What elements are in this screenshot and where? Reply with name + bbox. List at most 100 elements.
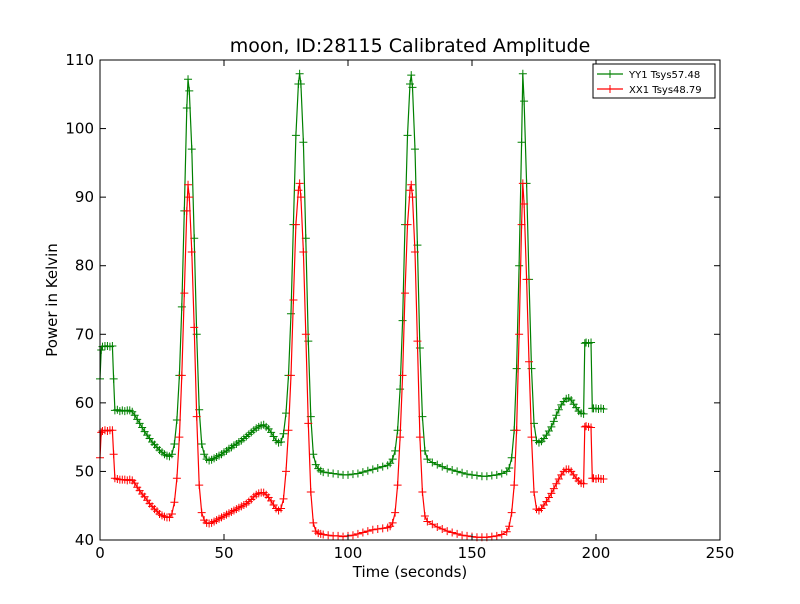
y-tick-label: 70 xyxy=(75,325,94,343)
data-point xyxy=(420,512,429,520)
data-point xyxy=(544,426,553,435)
data-point xyxy=(108,426,117,435)
data-point xyxy=(109,450,118,459)
data-point xyxy=(406,186,414,195)
data-point xyxy=(567,396,576,405)
data-point xyxy=(396,433,405,442)
data-point xyxy=(269,432,278,441)
data-point xyxy=(418,488,427,496)
data-point xyxy=(309,450,318,459)
data-point xyxy=(301,330,310,339)
data-point xyxy=(482,472,491,481)
x-tick-label: 50 xyxy=(214,544,233,562)
data-point xyxy=(433,460,442,469)
data-point xyxy=(133,415,142,424)
data-point xyxy=(348,470,357,479)
data-point xyxy=(463,470,472,479)
x-tick-label: 100 xyxy=(334,544,363,562)
data-point xyxy=(542,497,551,506)
data-point xyxy=(279,429,288,438)
data-point xyxy=(512,364,521,373)
y-tick-label: 80 xyxy=(75,257,94,275)
data-point xyxy=(547,422,556,431)
data-point xyxy=(182,104,191,112)
data-point xyxy=(544,493,553,502)
data-point xyxy=(505,522,514,531)
data-point xyxy=(438,462,447,471)
y-axis-label: Power in Kelvin xyxy=(43,243,61,357)
data-point xyxy=(391,446,400,455)
data-point xyxy=(530,488,538,496)
data-point xyxy=(286,309,295,318)
data-point xyxy=(554,405,563,414)
data-point xyxy=(172,474,181,483)
data-point xyxy=(398,371,407,380)
y-tick-label: 40 xyxy=(75,531,94,549)
data-point xyxy=(579,409,588,418)
data-point xyxy=(458,531,467,540)
data-point xyxy=(587,423,596,432)
x-tick-label: 200 xyxy=(582,544,611,562)
data-point xyxy=(410,248,419,256)
data-point xyxy=(185,86,194,95)
data-point xyxy=(448,528,457,537)
legend-box xyxy=(592,63,716,99)
data-point xyxy=(522,275,531,284)
data-point xyxy=(358,468,367,477)
data-point xyxy=(487,471,496,480)
data-point xyxy=(453,467,462,476)
data-point xyxy=(408,193,417,202)
series-1 xyxy=(96,179,608,542)
data-point xyxy=(170,498,179,507)
data-point xyxy=(547,489,556,498)
data-point xyxy=(296,80,305,88)
data-point xyxy=(520,97,529,106)
data-point xyxy=(458,468,467,477)
data-point xyxy=(197,508,206,517)
data-point xyxy=(549,417,558,426)
data-point xyxy=(415,433,424,442)
data-point xyxy=(507,453,516,462)
data-point xyxy=(599,405,608,414)
data-point xyxy=(448,466,457,475)
legend-swatch-marker xyxy=(606,85,614,93)
data-point xyxy=(363,527,372,536)
data-point xyxy=(428,458,437,467)
data-point xyxy=(296,193,305,202)
data-point xyxy=(549,484,558,493)
data-point xyxy=(348,531,357,540)
data-point xyxy=(408,83,417,92)
data-point xyxy=(373,464,382,472)
data-point xyxy=(180,289,189,298)
data-point xyxy=(423,455,432,464)
data-point xyxy=(403,131,412,140)
data-point xyxy=(304,419,313,428)
data-point xyxy=(184,75,193,84)
data-point xyxy=(295,69,304,78)
data-point xyxy=(108,341,117,350)
x-tick-label: 250 xyxy=(706,544,735,562)
data-point xyxy=(386,459,395,468)
data-point xyxy=(353,529,362,538)
data-point xyxy=(200,450,209,459)
data-point xyxy=(324,531,333,540)
data-point xyxy=(492,531,501,540)
data-point xyxy=(520,200,529,208)
data-point xyxy=(291,220,300,229)
data-point xyxy=(468,470,476,479)
data-point xyxy=(277,504,286,513)
data-point xyxy=(472,471,481,480)
data-point xyxy=(505,464,514,472)
data-point xyxy=(289,296,298,304)
data-point xyxy=(487,532,496,541)
data-point xyxy=(378,524,387,533)
data-point xyxy=(420,446,429,455)
data-point xyxy=(294,186,303,195)
data-point xyxy=(378,462,387,471)
legend-label: YY1 Tsys57.48 xyxy=(628,70,700,81)
chart-title: moon, ID:28115 Calibrated Amplitude xyxy=(230,35,591,57)
data-point xyxy=(334,470,343,479)
